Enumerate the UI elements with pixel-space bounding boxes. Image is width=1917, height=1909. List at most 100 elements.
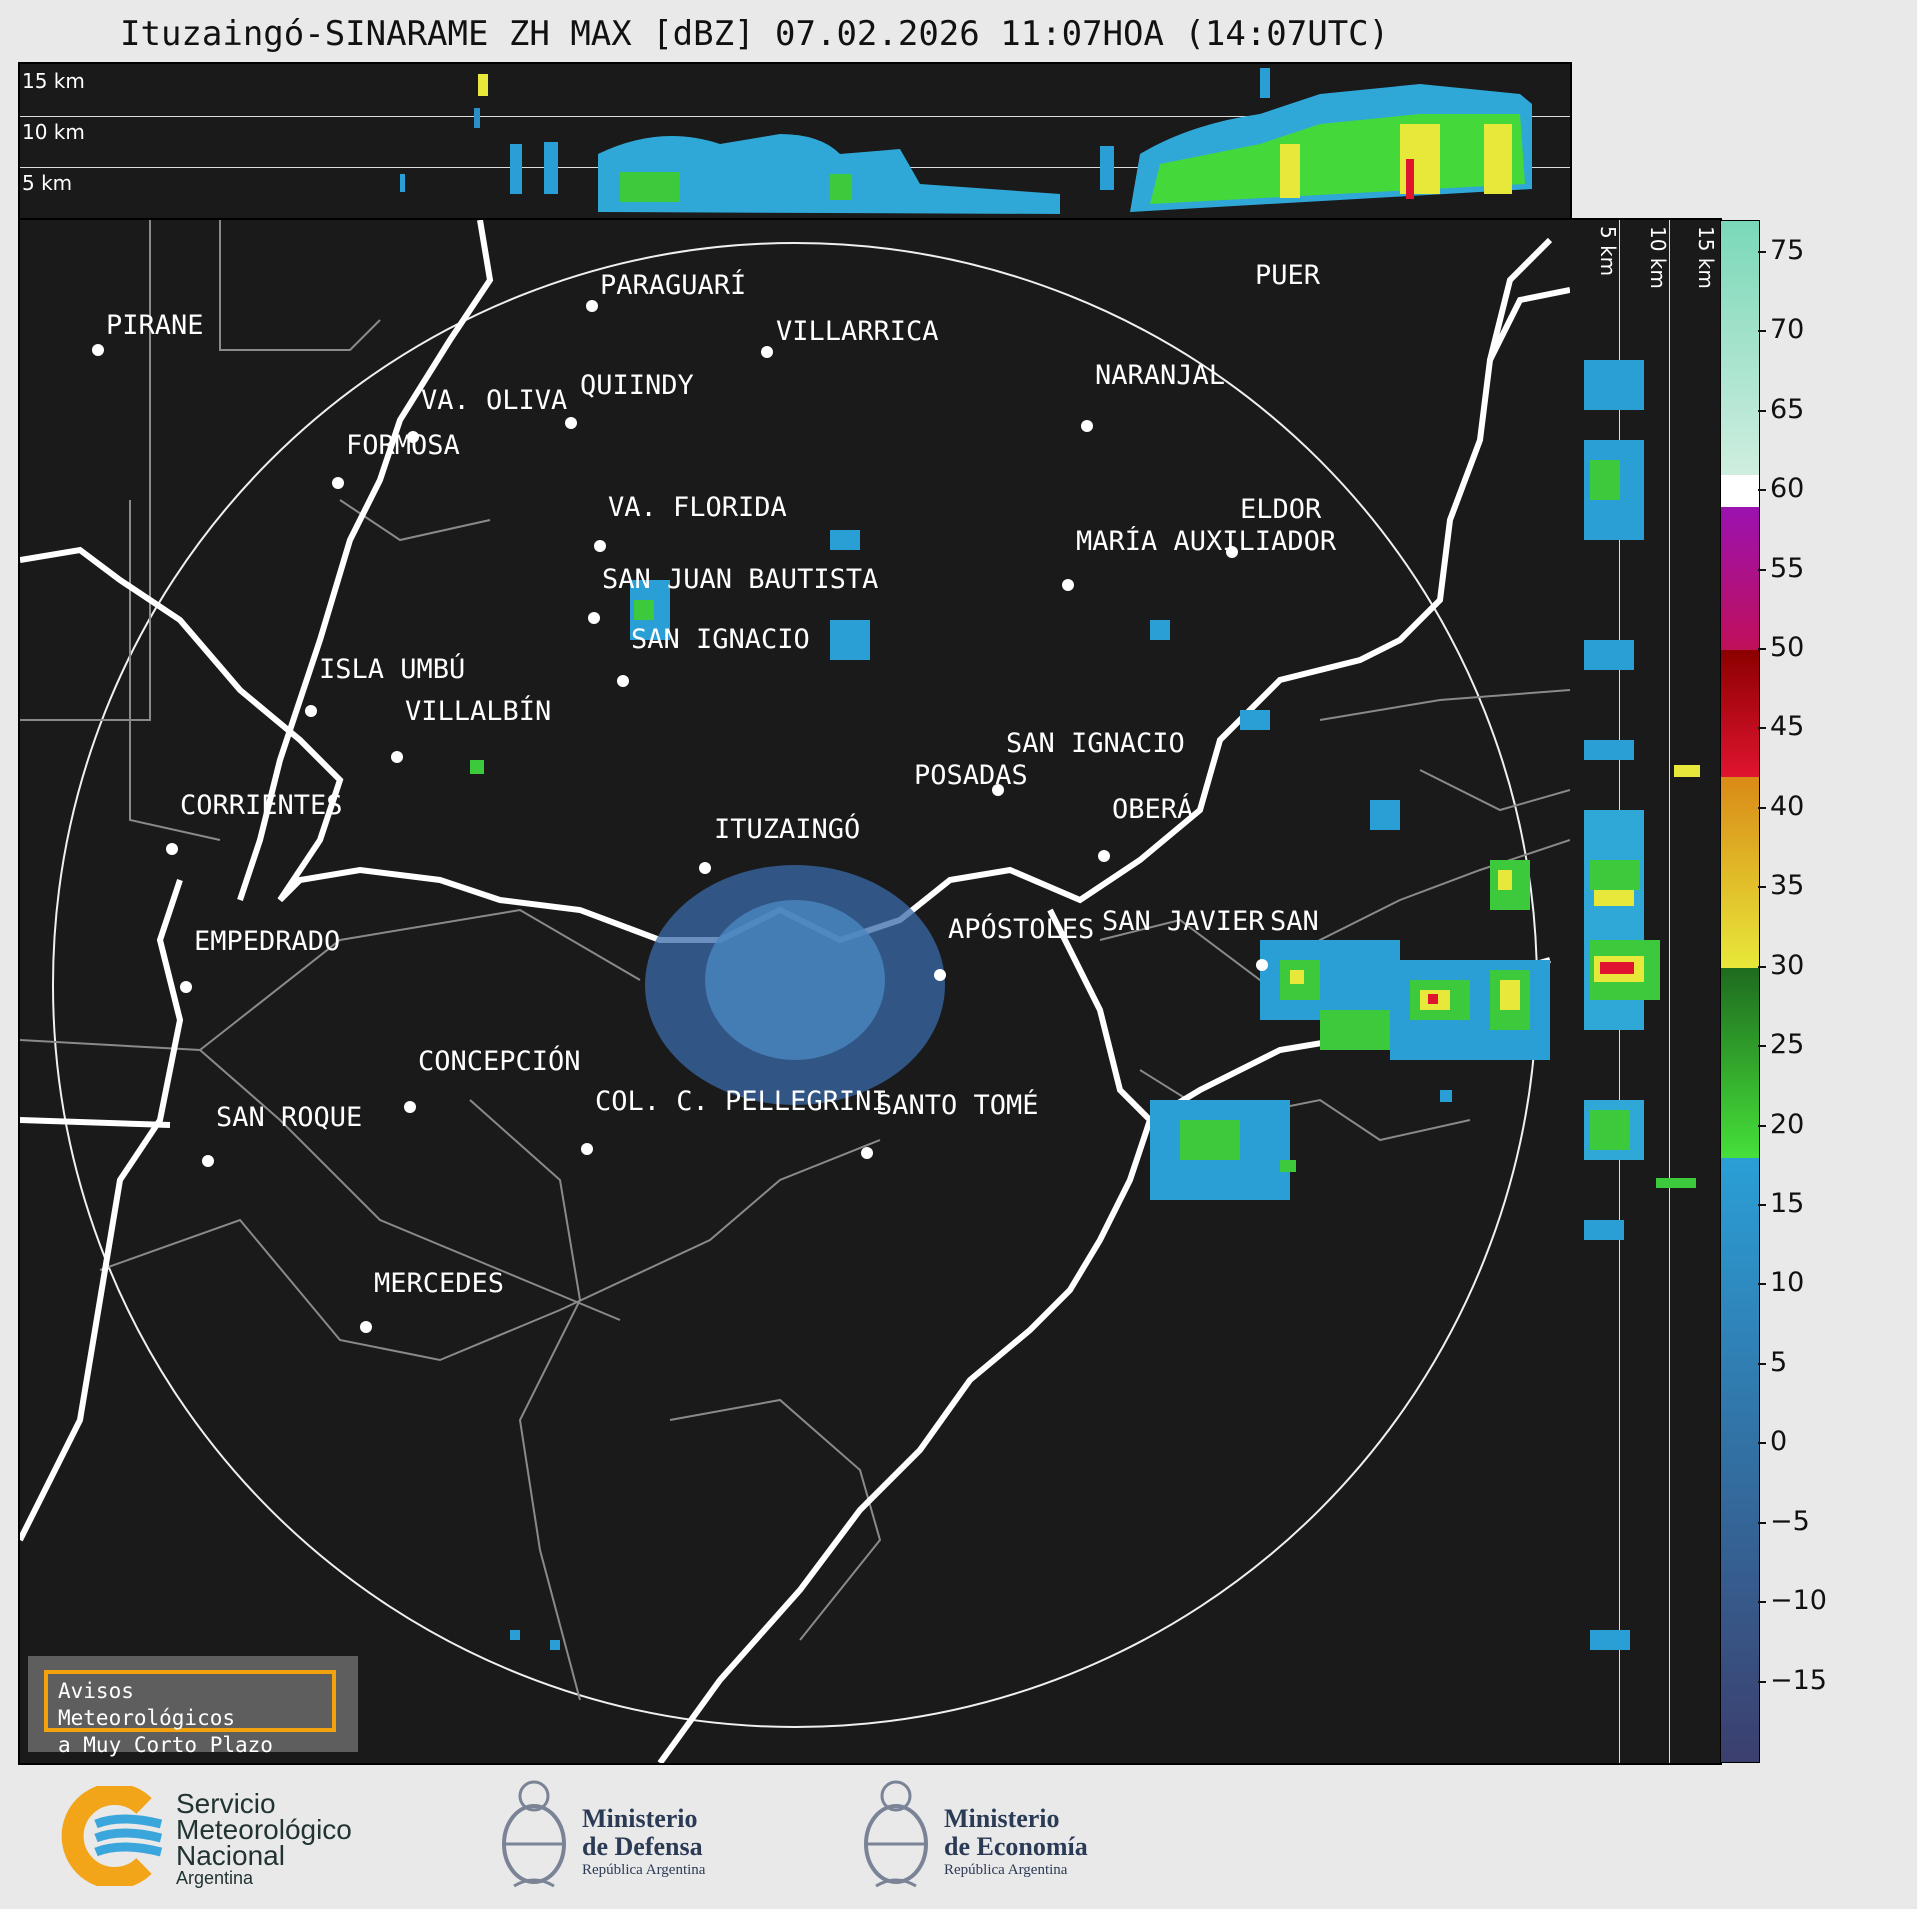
- colorbar-tick-label: 10: [1770, 1267, 1805, 1299]
- height-label-5km-right: 5 km: [1596, 226, 1620, 277]
- colorbar-tick: [1758, 409, 1766, 412]
- defensa-logo: Ministerio de Defensa República Argentin…: [494, 1774, 764, 1898]
- city-label: SAN IGNACIO: [1006, 728, 1185, 759]
- economia-line-1: Ministerio: [944, 1804, 1060, 1833]
- colorbar-tick-label: 35: [1770, 870, 1805, 902]
- city-label: PUER: [1255, 260, 1321, 291]
- city-label: APÓSTOLES: [948, 914, 1095, 945]
- colorbar-band: [1721, 649, 1759, 778]
- city-label: VILLALBÍN: [405, 696, 552, 727]
- colorbar-band: [1721, 506, 1759, 650]
- city-label: QUIINDY: [580, 370, 694, 401]
- city-label: PARAGUARÍ: [600, 270, 747, 301]
- economia-line-3: República Argentina: [944, 1862, 1068, 1878]
- map-layer: [20, 220, 1570, 1763]
- coat-of-arms-icon: [502, 1780, 566, 1888]
- colorbar-tick: [1758, 1124, 1766, 1127]
- right-cross-section: 5 km 10 km 15 km: [1570, 218, 1722, 1765]
- height-label-15km: 15 km: [22, 69, 85, 93]
- colorbar-tick-label: 55: [1770, 552, 1805, 584]
- city-label: VA. OLIVA: [421, 385, 568, 416]
- smn-line-2: Meteorológico: [176, 1814, 352, 1845]
- colorbar-band: [1721, 475, 1759, 507]
- colorbar-tick: [1758, 1601, 1766, 1604]
- map-title: Ituzaingó-SINARAME ZH MAX [dBZ] 07.02.20…: [120, 14, 1390, 54]
- city-label: VILLARRICA: [776, 316, 939, 347]
- city-label: COL. C. PELLEGRINI: [595, 1086, 888, 1117]
- city-label: POSADAS: [914, 760, 1028, 791]
- height-label-10km-right: 10 km: [1646, 226, 1670, 289]
- city-label: ELDOR: [1240, 494, 1322, 525]
- radar-echoes: [470, 530, 1550, 1650]
- city-label: CONCEPCIÓN: [418, 1046, 581, 1077]
- colorbar-band: [1721, 1158, 1759, 1762]
- colorbar-tick: [1758, 727, 1766, 730]
- city-label: SANTO TOMÉ: [876, 1090, 1039, 1121]
- colorbar-band: [1721, 221, 1759, 476]
- colorbar-tick-label: 0: [1770, 1426, 1788, 1458]
- colorbar-tick: [1758, 1521, 1766, 1524]
- colorbar-tick: [1758, 886, 1766, 889]
- warning-line-2: a Muy Corto Plazo: [58, 1733, 273, 1757]
- colorbar-tick: [1758, 1362, 1766, 1365]
- colorbar-tick: [1758, 1680, 1766, 1683]
- colorbar-tick-label: 70: [1770, 314, 1805, 346]
- colorbar-tick: [1758, 568, 1766, 571]
- city-label: OBERÁ: [1112, 794, 1194, 825]
- colorbar-tick: [1758, 1283, 1766, 1286]
- city-markers: [92, 300, 1268, 1333]
- economia-line-2: de Economía: [944, 1832, 1088, 1861]
- colorbar-band: [1721, 777, 1759, 968]
- city-label: SAN JAVIER: [1102, 906, 1265, 937]
- radar-map: PIRANE PARAGUARÍ VILLARRICA QUIINDY VA. …: [18, 218, 1572, 1765]
- city-label: EMPEDRADO: [194, 926, 341, 957]
- warning-button[interactable]: Avisos Meteorológicos a Muy Corto Plazo: [28, 1656, 358, 1757]
- colorbar-tick: [1758, 489, 1766, 492]
- warning-line-1: Avisos Meteorológicos: [58, 1679, 236, 1730]
- colorbar-tick: [1758, 965, 1766, 968]
- city-label: PIRANE: [106, 310, 204, 341]
- right-cross-section-echoes: [1584, 360, 1700, 1650]
- colorbar-band: [1721, 967, 1759, 1159]
- city-label: ISLA UMBÚ: [319, 654, 466, 685]
- smn-line-4: Argentina: [176, 1868, 254, 1888]
- height-label-15km-right: 15 km: [1694, 226, 1718, 289]
- colorbar-tick-label: 15: [1770, 1187, 1805, 1219]
- colorbar-tick: [1758, 647, 1766, 650]
- city-label: SAN JUAN BAUTISTA: [602, 564, 879, 595]
- colorbar-tick: [1758, 330, 1766, 333]
- city-label: SAN IGNACIO: [631, 624, 810, 655]
- city-label: SAN ROQUE: [216, 1102, 363, 1133]
- top-cross-section-echoes: [400, 68, 1532, 214]
- city-label: FORMOSA: [346, 430, 460, 461]
- warning-button-frame[interactable]: Avisos Meteorológicos a Muy Corto Plazo: [44, 1670, 336, 1757]
- coat-of-arms-icon: [864, 1780, 928, 1888]
- admin-borders: [20, 220, 1570, 1701]
- smn-line-3: Nacional: [176, 1840, 285, 1871]
- city-label: CORRIENTES: [180, 790, 343, 821]
- colorbar-tick: [1758, 250, 1766, 253]
- top-cross-section: 15 km 10 km 5 km: [18, 62, 1572, 222]
- defensa-line-3: República Argentina: [582, 1862, 706, 1878]
- colorbar-tick: [1758, 1045, 1766, 1048]
- colorbar-tick: [1758, 1203, 1766, 1206]
- city-labels: PIRANE PARAGUARÍ VILLARRICA QUIINDY VA. …: [20, 220, 1570, 1763]
- colorbar-tick-label: 20: [1770, 1108, 1805, 1140]
- height-line-10km-right: [1669, 220, 1670, 1763]
- city-label: VA. FLORIDA: [608, 492, 787, 523]
- colorbar-tick-label: −15: [1770, 1664, 1827, 1696]
- colorbar-tick-label: 40: [1770, 790, 1805, 822]
- height-line-10km: [20, 116, 1570, 117]
- defensa-line-2: de Defensa: [582, 1832, 703, 1861]
- city-label: MERCEDES: [374, 1268, 505, 1299]
- defensa-line-1: Ministerio: [582, 1804, 698, 1833]
- colorbar-tick-label: 50: [1770, 631, 1805, 663]
- city-label: NARANJAL: [1095, 360, 1226, 391]
- colorbar-tick-label: 65: [1770, 393, 1805, 425]
- smn-logo: Servicio Meteorológico Nacional Argentin…: [56, 1786, 386, 1888]
- colorbar-tick: [1758, 806, 1766, 809]
- economia-logo: Ministerio de Economía República Argenti…: [856, 1774, 1136, 1898]
- smn-emblem-icon: [61, 1786, 163, 1886]
- colorbar-tick-label: 25: [1770, 1029, 1805, 1061]
- colorbar-tick-label: 60: [1770, 473, 1805, 505]
